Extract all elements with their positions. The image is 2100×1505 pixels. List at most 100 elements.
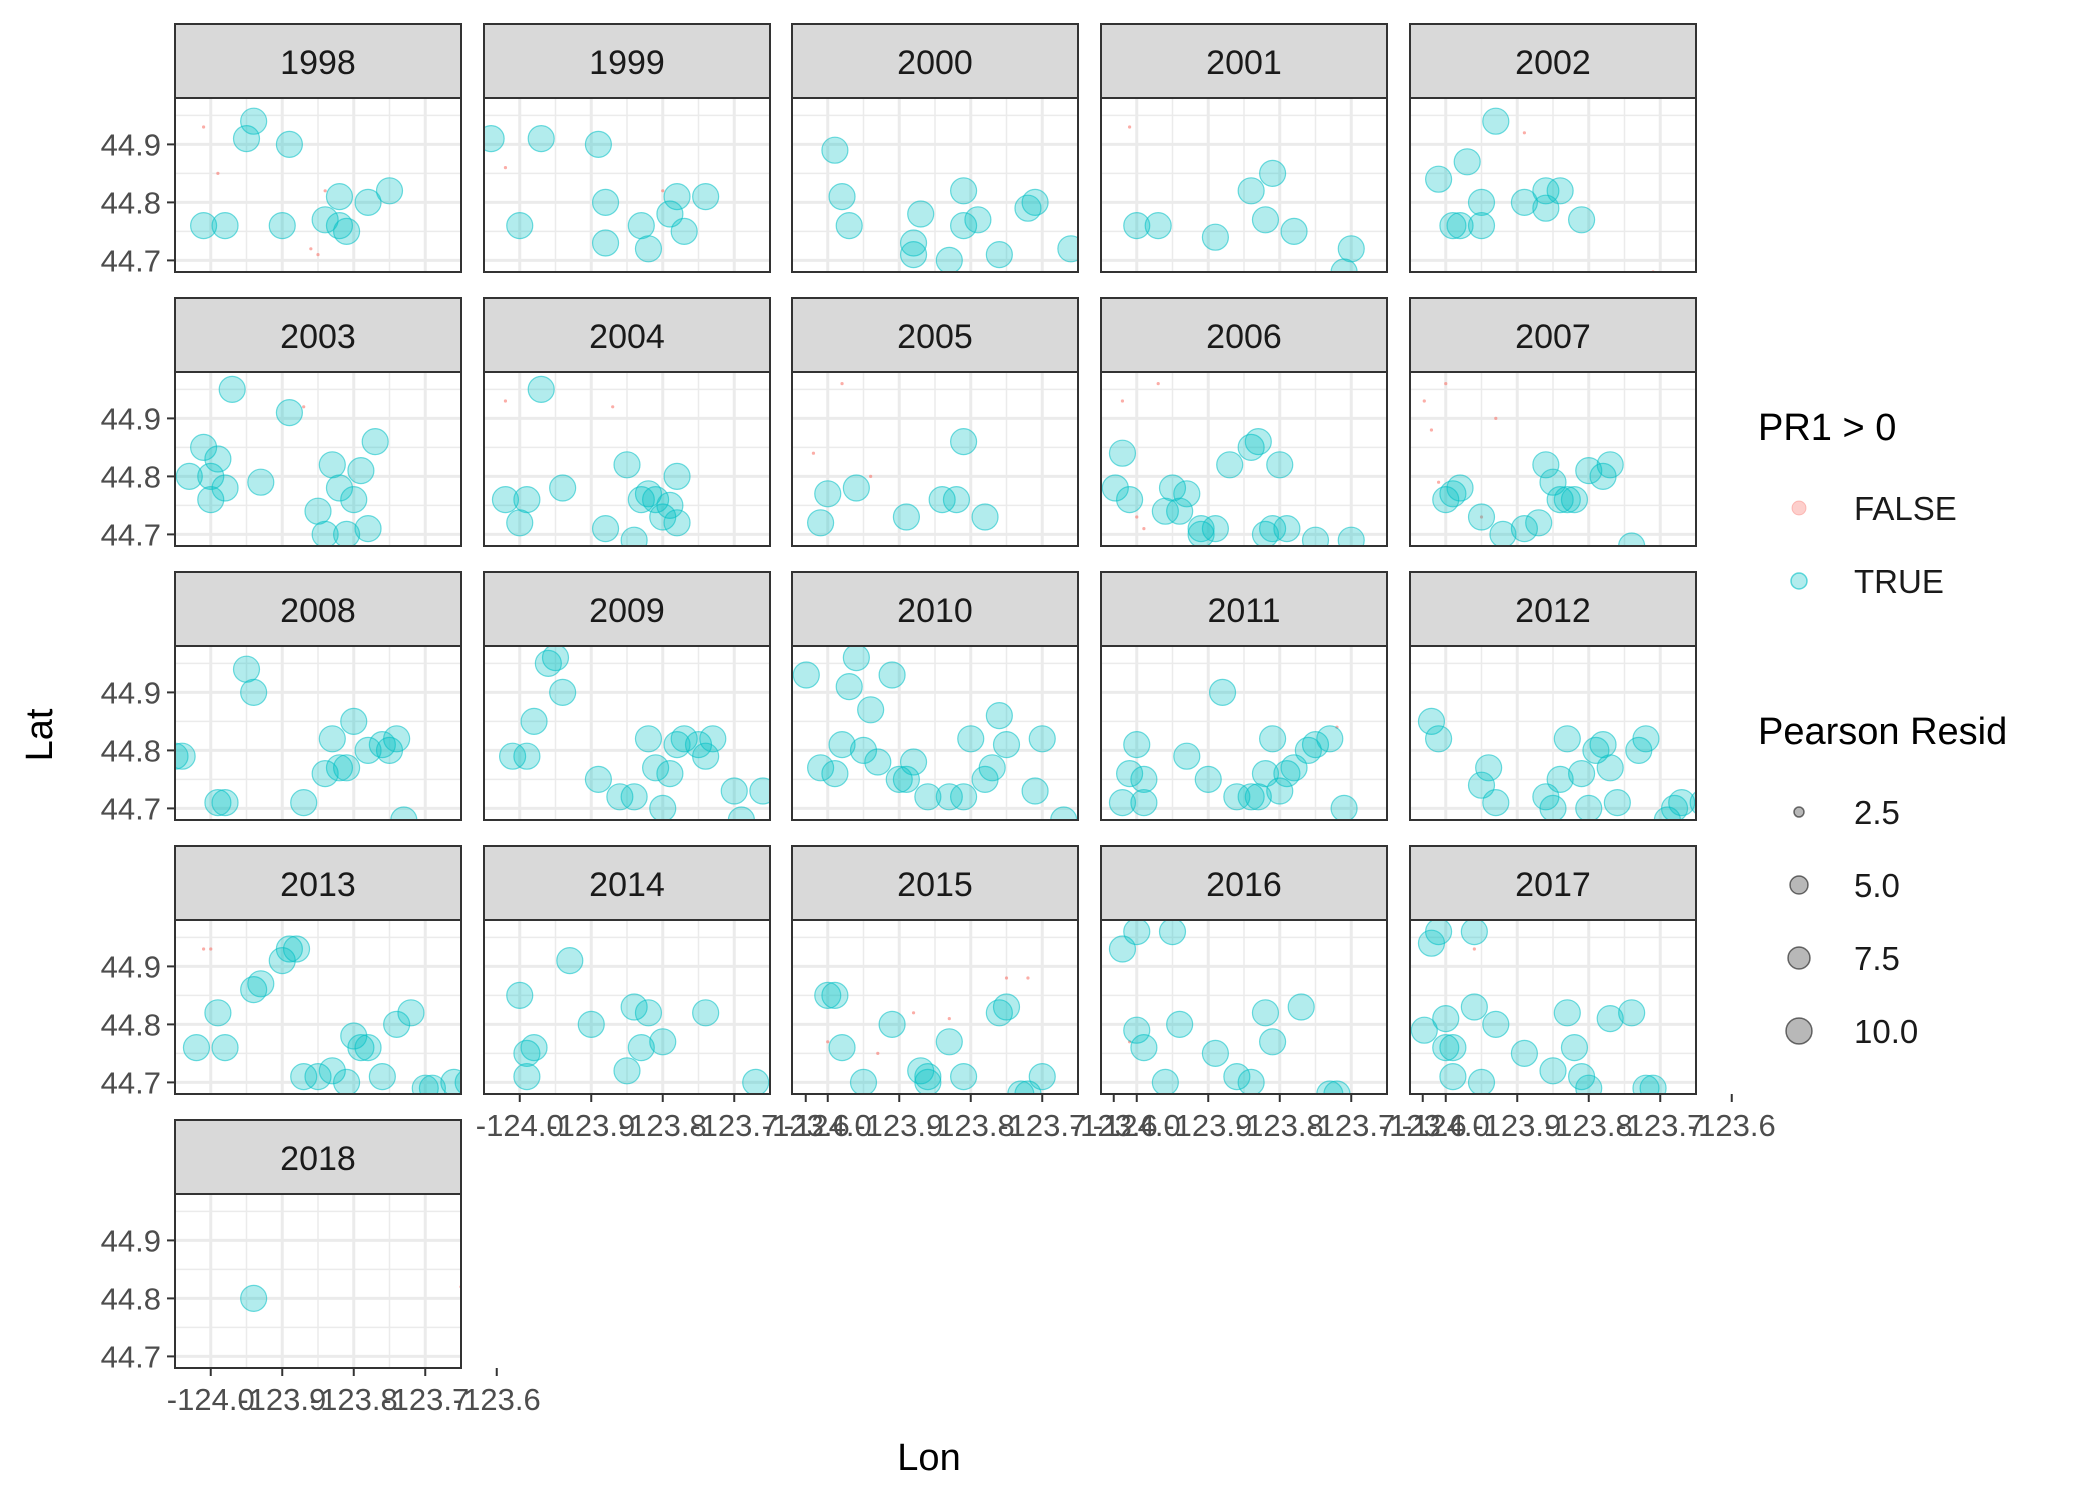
facet-strip-label: 2005: [897, 318, 973, 356]
data-point-true: [1057, 235, 1078, 263]
data-point-true: [1410, 1016, 1438, 1044]
facet-strip-label: 2003: [280, 318, 356, 356]
data-point-false: [216, 171, 220, 175]
data-point-true: [878, 1010, 906, 1039]
data-point-true: [1323, 1080, 1351, 1094]
data-point-true: [620, 526, 648, 546]
data-point-true: [240, 678, 268, 707]
data-point-true: [821, 981, 849, 1010]
data-point-true: [318, 451, 346, 479]
facet-strip: [1100, 23, 1388, 99]
data-point-false: [202, 947, 206, 951]
panel-points: [1108, 678, 1358, 820]
data-point-true: [1553, 486, 1581, 514]
data-point-true: [190, 212, 218, 240]
data-point-true: [311, 759, 339, 788]
data-point-true: [634, 725, 663, 753]
data-point-true: [1467, 503, 1496, 531]
data-point-true: [1258, 159, 1287, 187]
facet-strip-label: 2000: [897, 44, 973, 82]
panel-points: [498, 646, 770, 820]
data-point-true: [985, 999, 1013, 1027]
data-point-true: [1115, 759, 1144, 788]
panel-points: [190, 107, 404, 257]
panel-points: [1410, 920, 1667, 1094]
data-point-true: [354, 188, 382, 216]
data-point-true: [411, 1074, 439, 1094]
facet-panel-2002: 2002: [1409, 23, 1697, 273]
data-point-true: [1560, 1033, 1589, 1062]
data-point-true: [204, 999, 232, 1027]
data-point-true: [806, 754, 835, 782]
data-point-false: [826, 1040, 830, 1044]
data-point-true: [627, 486, 655, 514]
data-point-true: [1021, 777, 1049, 805]
facet-panel-2000: 2000: [791, 23, 1079, 273]
panel-grid: [1101, 920, 1387, 1094]
x-tick-label: -123.7: [998, 1108, 1086, 1143]
panel-grid: [1410, 98, 1696, 272]
data-point-true: [383, 725, 411, 753]
data-point-true: [1166, 1010, 1194, 1039]
color-legend-label: FALSE: [1854, 490, 1957, 527]
facet-strip: [174, 23, 462, 99]
data-point-false: [1429, 428, 1434, 432]
data-point-true: [347, 457, 375, 485]
data-point-true: [692, 999, 720, 1027]
panel-grid: [792, 920, 1078, 1094]
data-point-true: [268, 212, 296, 240]
data-point-false: [323, 189, 327, 193]
data-point-true: [290, 1062, 318, 1091]
facet-panel-2007: 2007: [1409, 297, 1697, 547]
data-point-true: [527, 125, 555, 153]
data-point-false: [947, 1017, 951, 1021]
facet-panel-2001: 2001: [1100, 23, 1388, 273]
panel-points: [175, 375, 389, 546]
data-point-true: [240, 1284, 268, 1313]
facet-panels: 1998 44.7 44.8 44.9 1999 2000 2001 2002 2003 44.7…: [101, 23, 1776, 1417]
panel-border: [174, 1193, 462, 1369]
data-point-true: [814, 981, 842, 1010]
facet-panel-1998: 1998 44.7 44.8 44.9: [101, 23, 462, 278]
data-point-true: [1453, 148, 1481, 176]
data-point-true: [1560, 486, 1589, 514]
facet-strip-label: 2014: [589, 866, 665, 904]
data-point-true: [1151, 1068, 1179, 1094]
data-point-true: [1446, 212, 1474, 240]
data-point-true: [1596, 451, 1624, 479]
data-point-true: [513, 742, 541, 770]
facet-strip-label: 2016: [1206, 866, 1282, 904]
facet-strip: [483, 845, 771, 921]
data-point-true: [1123, 730, 1151, 759]
data-point-true: [606, 783, 634, 811]
data-point-true: [1482, 107, 1510, 135]
data-point-true: [878, 661, 906, 689]
facet-strip: [174, 1119, 462, 1195]
data-point-false: [1026, 976, 1030, 980]
panel-points: [491, 375, 691, 546]
panel-border: [1409, 919, 1697, 1095]
data-point-false: [869, 474, 873, 478]
data-point-true: [849, 1068, 878, 1094]
data-point-true: [534, 649, 562, 678]
data-point-true: [1460, 993, 1488, 1021]
facet-strip-label: 2010: [897, 592, 973, 630]
data-point-true: [325, 183, 354, 211]
data-point-true: [383, 1010, 411, 1039]
data-point-true: [935, 1028, 963, 1056]
x-tick-label: -123.8: [310, 1382, 398, 1417]
data-point-true: [1201, 223, 1230, 251]
data-point-true: [454, 1070, 461, 1094]
size-legend-key: [1785, 1017, 1813, 1045]
facet-panel-1999: 1999: [483, 23, 771, 273]
data-point-true: [375, 177, 404, 205]
data-point-true: [1123, 212, 1151, 240]
data-point-false: [1120, 399, 1125, 403]
data-point-true: [520, 1033, 548, 1062]
data-point-true: [197, 486, 225, 514]
data-point-true: [1432, 486, 1460, 514]
data-point-true: [1596, 1004, 1624, 1033]
data-point-true: [1439, 480, 1467, 508]
